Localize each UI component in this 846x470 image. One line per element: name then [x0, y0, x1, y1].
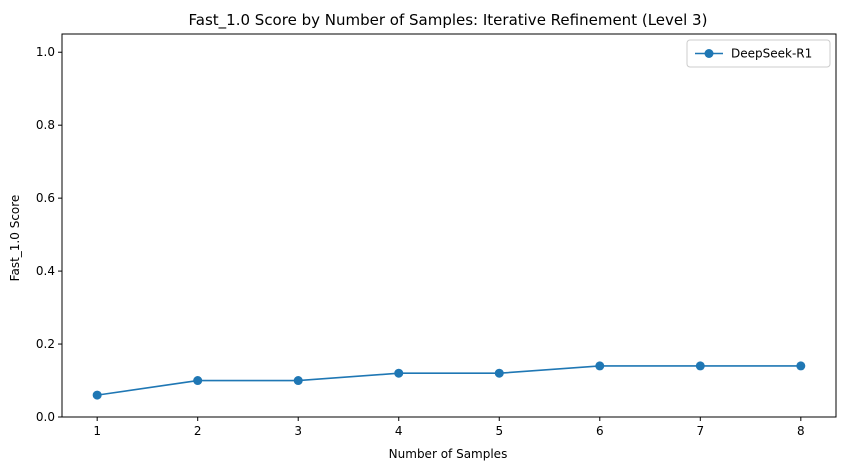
- plot-area: [61, 33, 837, 418]
- x-tick-label: 6: [596, 424, 604, 438]
- plot-frame: [61, 33, 837, 418]
- y-axis-ticks: 0.0 0.2 0.4 0.6 0.8 1.0: [36, 45, 62, 424]
- chart-title: Fast_1.0 Score by Number of Samples: Ite…: [189, 11, 708, 30]
- series-layer: [92, 361, 806, 400]
- data-point: [293, 376, 303, 386]
- x-tick-label: 8: [797, 424, 805, 438]
- y-tick-label: 0.8: [36, 118, 55, 132]
- x-tick-label: 1: [93, 424, 101, 438]
- legend: DeepSeek-R1: [686, 39, 831, 68]
- legend-box: [686, 39, 831, 68]
- y-tick-label: 0.2: [36, 337, 55, 351]
- x-tick-label: 4: [395, 424, 403, 438]
- data-point: [92, 390, 102, 400]
- data-point: [193, 376, 203, 386]
- x-tick-label: 7: [696, 424, 704, 438]
- legend-label: DeepSeek-R1: [731, 47, 812, 61]
- data-point: [494, 368, 504, 378]
- x-tick-label: 2: [194, 424, 202, 438]
- x-axis-label: Number of Samples: [389, 447, 508, 461]
- data-point: [394, 368, 404, 378]
- y-axis-label: Fast_1.0 Score: [8, 195, 22, 282]
- data-point: [595, 361, 605, 371]
- y-tick-label: 0.4: [36, 264, 55, 278]
- y-tick-label: 0.0: [36, 410, 55, 424]
- data-point: [695, 361, 705, 371]
- x-tick-label: 3: [294, 424, 302, 438]
- series-line: [97, 365, 801, 396]
- data-point: [796, 361, 806, 371]
- x-tick-label: 5: [495, 424, 503, 438]
- y-tick-label: 0.6: [36, 191, 55, 205]
- y-tick-label: 1.0: [36, 45, 55, 59]
- x-axis-ticks: 1 2 3 4 5 6 7 8: [93, 417, 805, 438]
- legend-marker: [704, 49, 714, 58]
